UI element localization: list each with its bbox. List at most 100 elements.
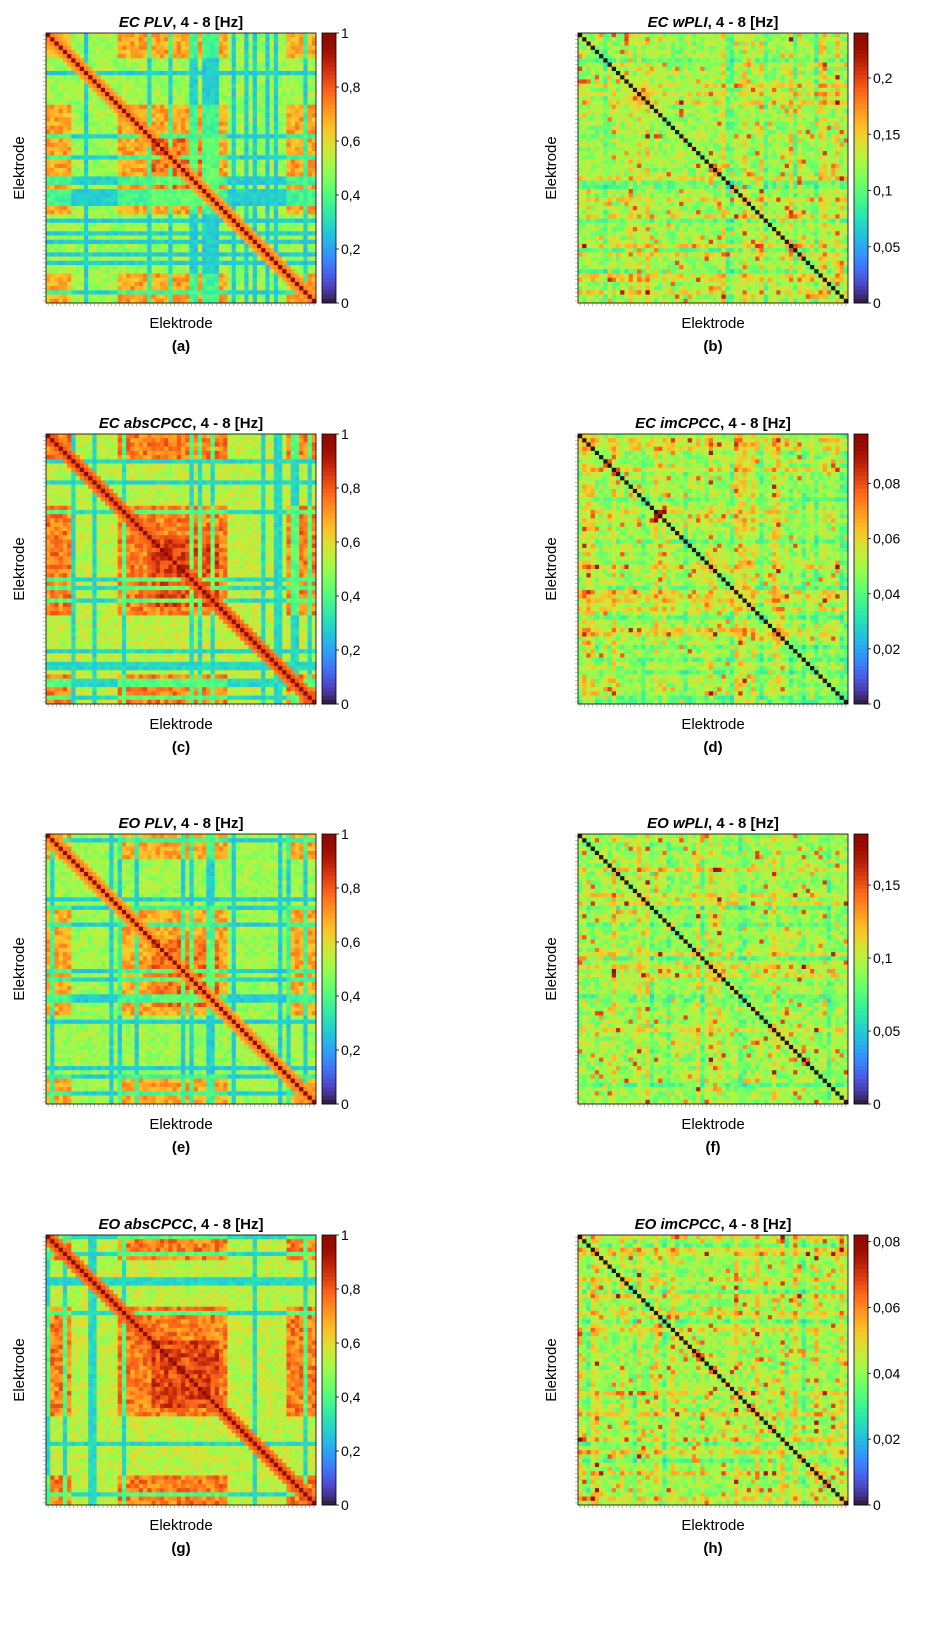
heatmap-cell [265,168,270,173]
heatmap-cell [295,151,300,156]
heatmap-cell [50,282,55,287]
heatmap-cell [299,105,304,110]
heatmap-cell [88,290,93,295]
heatmap-cell [71,117,76,122]
heatmap-cell [308,248,313,253]
heatmap-cell [54,164,59,169]
heatmap-cell [257,227,262,232]
heatmap-cell [135,147,140,152]
heatmap-cell [249,134,254,139]
heatmap-cell [189,290,194,295]
heatmap-cell [185,41,190,46]
colorbar-tick-label: 0,2 [341,241,361,257]
heatmap-cell [299,113,304,118]
heatmap-cell [122,33,127,38]
heatmap-cell [206,92,211,97]
heatmap-cell [189,160,194,165]
heatmap-cell [253,214,258,219]
heatmap-cell [46,164,51,169]
heatmap-cell [278,172,283,177]
heatmap-cell [164,236,169,241]
heatmap-cell [244,147,249,152]
heatmap-cell [227,172,232,177]
heatmap-cell [270,46,275,51]
heatmap-cell [236,37,241,42]
heatmap-cell [303,265,308,270]
heatmap-cell [189,265,194,270]
heatmap-cell [198,155,203,160]
heatmap-cell [215,168,220,173]
heatmap-cell [261,122,266,127]
heatmap-cell [84,244,89,249]
heatmap-cell [291,130,296,135]
heatmap-cell [97,134,102,139]
heatmap-cell [299,46,304,51]
heatmap-cell [80,223,85,228]
heatmap-cell [126,231,131,236]
heatmap-cell [156,219,161,224]
heatmap-cell [726,58,731,63]
heatmap-cell [84,155,89,160]
heatmap-cell [50,295,55,300]
heatmap-cell [582,46,587,51]
heatmap-cell [173,257,178,262]
heatmap-cell [147,79,152,84]
heatmap-cell [151,79,156,84]
heatmap-cell [50,143,55,148]
heatmap-cell [84,198,89,203]
heatmap-cell [249,143,254,148]
heatmap-cell [772,41,777,46]
heatmap-cell [80,105,85,110]
heatmap-cell [177,265,182,270]
heatmap-cell [168,130,173,135]
heatmap-cell [265,33,270,38]
heatmap-cell [751,71,756,76]
heatmap-cell [705,63,710,68]
heatmap-cell [223,189,228,194]
heatmap-cell [67,105,72,110]
heatmap-cell [303,143,308,148]
heatmap-cell [781,37,786,42]
heatmap-cell [84,147,89,152]
heatmap-cell [219,185,224,190]
heatmap-cell [109,143,114,148]
heatmap-cell [785,33,790,38]
heatmap-cell [168,244,173,249]
heatmap-cell [198,147,203,152]
heatmap-cell [662,50,667,55]
heatmap-cell [202,185,207,190]
heatmap-cell [46,75,51,80]
colorbar-step [322,54,336,59]
heatmap-cell [274,278,279,283]
heatmap-cell [223,130,228,135]
heatmap-cell [109,273,114,278]
heatmap-cell [286,236,291,241]
heatmap-cell [147,176,152,181]
heatmap-cell [671,75,676,80]
heatmap-cell [59,189,64,194]
heatmap-cell [282,33,287,38]
heatmap-cell [101,252,106,257]
heatmap-cell [156,117,161,122]
heatmap-cell [734,71,739,76]
heatmap-cell [202,198,207,203]
heatmap-cell [67,240,72,245]
heatmap-cell [50,164,55,169]
heatmap-cell [713,58,718,63]
heatmap-cell [776,46,781,51]
heatmap-cell [232,151,237,156]
heatmap-cell [743,54,748,59]
heatmap-cell [126,96,131,101]
heatmap-cell [101,71,106,76]
heatmap-cell [223,96,228,101]
heatmap-cell [253,143,258,148]
heatmap-cell [232,290,237,295]
heatmap-cell [206,198,211,203]
heatmap-cell [299,286,304,291]
heatmap-cell [76,181,81,186]
heatmap-cell [181,143,186,148]
heatmap-cell [164,67,169,72]
heatmap-cell [717,63,722,68]
heatmap-cell [84,295,89,300]
heatmap-cell [240,252,245,257]
